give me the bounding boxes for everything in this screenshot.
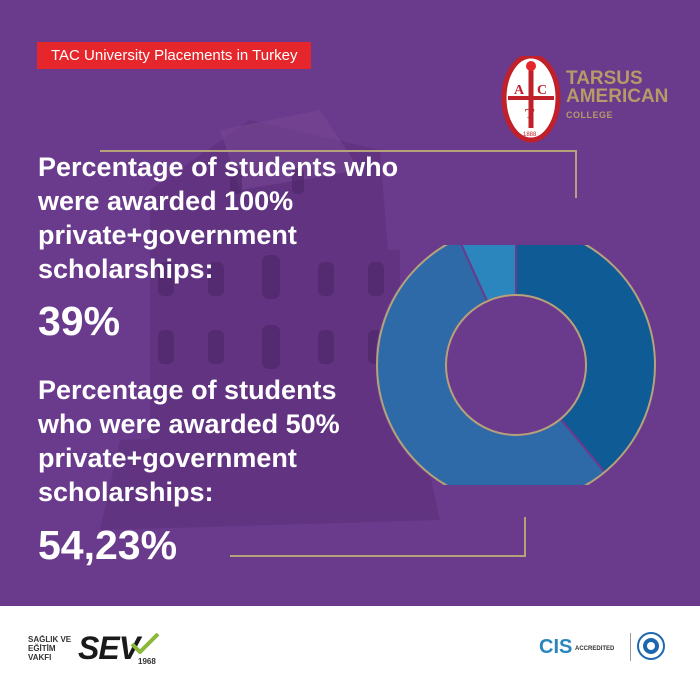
stat-value-full: 39% [38, 298, 121, 344]
college-logo-icon: A C T 1888 [501, 56, 561, 143]
logo-letter-c: C [537, 83, 547, 98]
logo-letter-t: T [525, 107, 535, 122]
stat-label-full: Percentage of students who were awarded … [38, 150, 398, 286]
donut-outer-ring [376, 245, 656, 485]
sev-text-line: SAĞLIK VE [28, 635, 72, 644]
sev-text-line: VAKFI [28, 653, 52, 662]
stat-label-line: scholarships: [38, 254, 214, 284]
stat-label-line: Percentage of students [38, 375, 337, 405]
college-name: TARSUS AMERICAN COLLEGE [566, 68, 669, 124]
stat-label-line: who were awarded 50% [38, 409, 340, 439]
stat-label-line: private+government [38, 220, 297, 250]
building-sketch-background [100, 120, 440, 530]
frame-line-right [575, 150, 577, 198]
stat-label-line: scholarships: [38, 477, 214, 507]
donut-inner-ring [445, 294, 587, 436]
stat-value-half: 54,23% [38, 522, 178, 568]
frame-line-top [100, 150, 577, 152]
sev-year: 1968 [138, 657, 156, 666]
footer: SAĞLIK VE EĞİTİM VAKFI [0, 606, 700, 700]
stat-label-line: private+government [38, 443, 297, 473]
checkmark-icon [130, 632, 160, 654]
frame-line-bottom-right [524, 517, 526, 557]
scholarship-donut-chart [376, 245, 656, 485]
logo-letter-a: A [514, 83, 525, 98]
cis-logo: CIS [539, 636, 572, 659]
cis-accredited: ACCREDITED [575, 646, 615, 652]
sev-text-line: EĞİTİM [28, 644, 56, 653]
footer-separator [630, 633, 631, 661]
logo-year: 1888 [523, 132, 537, 138]
brand-line3: COLLEGE [566, 110, 614, 120]
stat-label-line: were awarded 100% [38, 186, 294, 216]
cis-text: CIS [539, 636, 573, 658]
brand-line2: AMERICAN [566, 86, 669, 107]
ib-logo-icon [637, 632, 665, 660]
sev-text: SAĞLIK VE EĞİTİM VAKFI [28, 635, 71, 662]
stat-label-half: Percentage of students who were awarded … [38, 373, 340, 509]
sev-logo: SEV [78, 630, 140, 666]
title-badge: TAC University Placements in Turkey [37, 42, 312, 69]
main-panel: TAC University Placements in Turkey A C … [0, 0, 700, 606]
stat-label-line: Percentage of students who [38, 152, 399, 182]
frame-line-bottom [230, 555, 526, 557]
brand-line1: TARSUS [566, 68, 643, 89]
